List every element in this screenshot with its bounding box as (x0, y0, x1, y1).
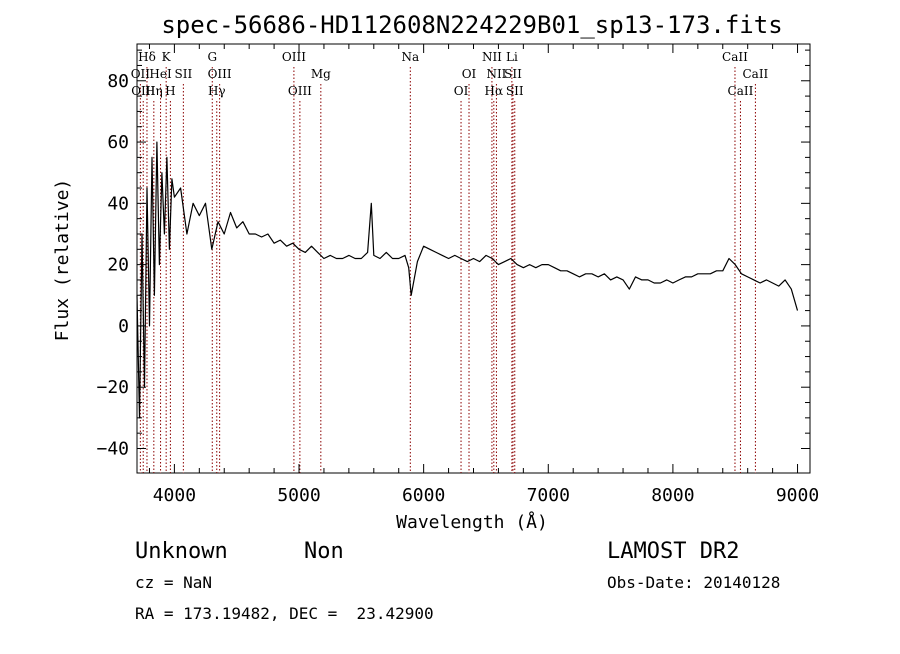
y-tick-label: −40 (96, 438, 129, 459)
spectral-line-label: CaII (728, 84, 754, 98)
spectral-line-label: HeI (149, 67, 172, 81)
spectral-line-label: H (165, 84, 175, 98)
spectral-line-label: OIII (208, 67, 232, 81)
spectral-line-label: NII (486, 67, 506, 81)
coordinates: RA = 173.19482, DEC = 23.42900 (135, 604, 434, 623)
object-class: Unknown (135, 539, 228, 564)
spectral-line-label: CaII (722, 50, 748, 64)
spectral-line-markers (139, 67, 756, 473)
y-tick-label: 20 (107, 255, 129, 276)
spectrum-series-line (136, 141, 799, 419)
spectral-line-label: OIII (131, 84, 155, 98)
redshift-cz: cz = NaN (135, 573, 212, 592)
y-tick-label: 80 (107, 71, 129, 92)
spectral-line-label: SII (504, 67, 522, 81)
spectral-line-label: Hη (145, 84, 163, 98)
spectral-line-label: SII (175, 67, 193, 81)
y-tick-label: 0 (118, 316, 129, 337)
spectral-line-label: Hα (485, 84, 504, 98)
x-tick-label: 4000 (153, 485, 196, 506)
spectral-line-label: Na (401, 50, 419, 64)
spectral-line-label: K (162, 50, 172, 64)
spectral-line-label: SII (506, 84, 524, 98)
spectral-line-label: G (207, 50, 217, 64)
chart-title: spec-56686-HD112608N224229B01_sp13-173.f… (161, 11, 782, 39)
spectral-line-label: NII (482, 50, 502, 64)
y-axis-label: Flux (relative) (52, 179, 73, 342)
spectral-line-label: OIII (288, 84, 312, 98)
y-tick-label: 40 (107, 193, 129, 214)
spectral-line-label: OIII (282, 50, 306, 64)
survey-name: LAMOST DR2 (607, 539, 739, 564)
x-tick-label: 9000 (776, 485, 819, 506)
y-axis-ticks: −40 −20 0 20 40 60 80 (96, 49, 810, 459)
object-subclass: Non (304, 539, 344, 564)
y-tick-label: −20 (96, 377, 129, 398)
spectral-line-label: Mg (311, 67, 331, 81)
spectral-line-label: Li (506, 50, 518, 64)
spectral-line-label: Hγ (208, 84, 226, 98)
x-axis-ticks: 4000 5000 6000 7000 8000 9000 (148, 44, 819, 506)
spectral-line-label: OI (454, 84, 469, 98)
x-tick-label: 7000 (527, 485, 570, 506)
observation-date: Obs-Date: 20140128 (607, 573, 780, 592)
series-layer (136, 141, 799, 419)
spectral-line-label: OII (131, 67, 151, 81)
x-tick-label: 5000 (277, 485, 320, 506)
y-tick-label: 60 (107, 132, 129, 153)
x-tick-label: 6000 (402, 485, 445, 506)
x-tick-label: 8000 (651, 485, 694, 506)
spectral-line-label: CaII (742, 67, 768, 81)
x-axis-label: Wavelength (Å) (396, 511, 548, 533)
spectral-line-label: Hδ (138, 50, 156, 64)
spectral-line-label: OI (462, 67, 477, 81)
